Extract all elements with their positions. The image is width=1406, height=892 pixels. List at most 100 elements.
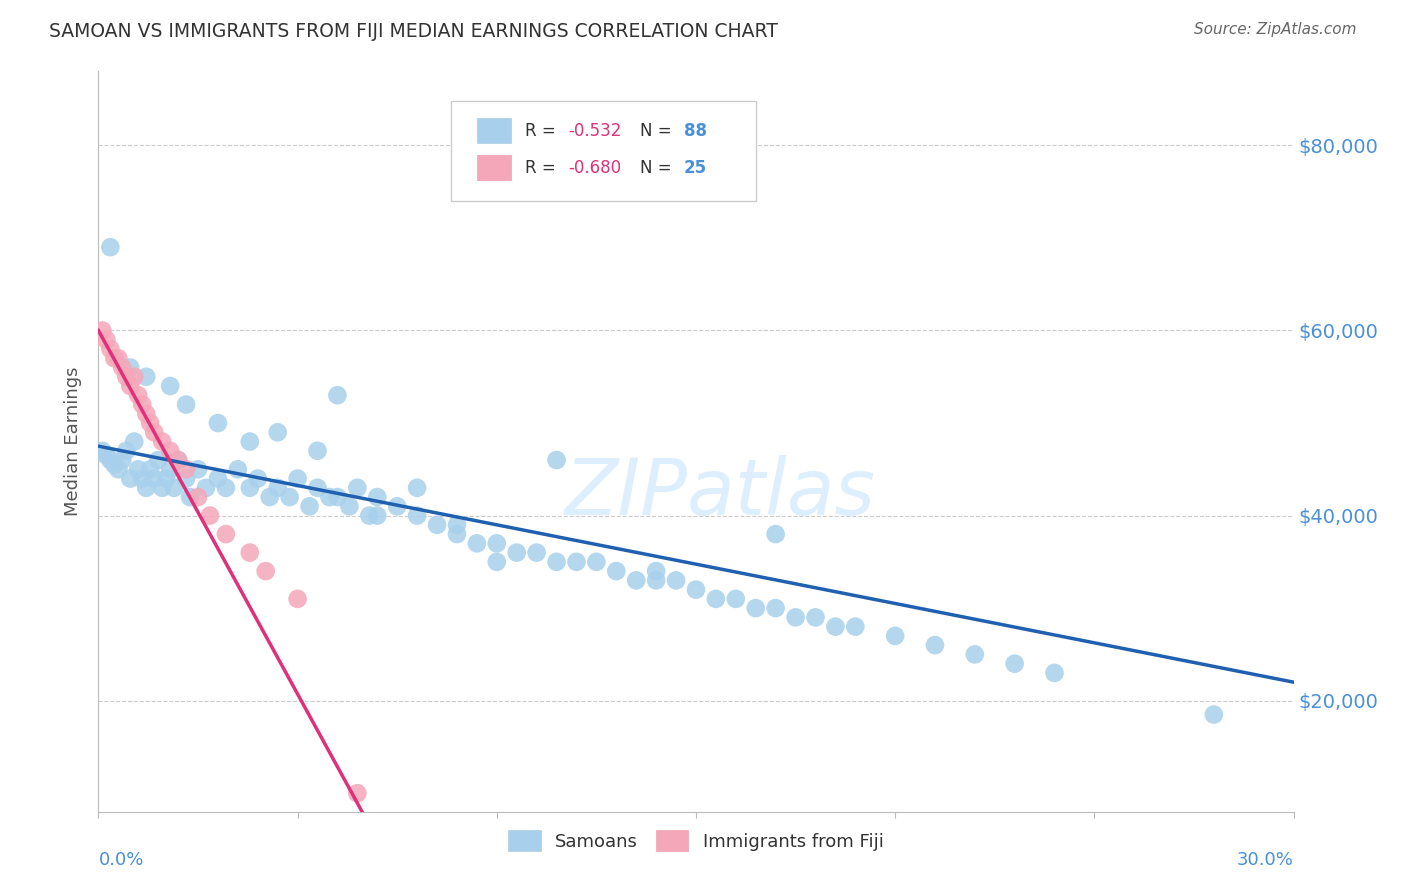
Point (148, 453, 170, 467)
Point (174, 462, 197, 476)
Point (111, 453, 134, 467)
Text: 30.0%: 30.0% (1237, 851, 1294, 869)
Point (107, 462, 129, 476)
Point (139, 462, 162, 476)
Text: N =: N = (640, 159, 676, 177)
Point (585, 555, 607, 569)
Point (143, 425, 166, 440)
Point (298, 500, 321, 514)
Point (485, 536, 508, 550)
Point (174, 471, 197, 485)
FancyBboxPatch shape (477, 118, 510, 144)
Point (924, 638, 946, 652)
Point (187, 462, 209, 476)
Point (115, 443, 138, 458)
Text: -0.680: -0.680 (568, 159, 621, 177)
Point (159, 443, 181, 458)
Point (485, 555, 508, 569)
Point (131, 471, 153, 485)
Point (804, 610, 827, 624)
Point (259, 490, 281, 504)
Point (765, 527, 787, 541)
Point (359, 508, 381, 523)
Point (844, 619, 866, 633)
Point (565, 555, 588, 569)
Y-axis label: Median Earnings: Median Earnings (65, 367, 83, 516)
Point (665, 574, 688, 588)
Point (685, 582, 707, 597)
Text: 25: 25 (685, 159, 707, 177)
Point (366, 508, 388, 523)
Point (163, 481, 186, 495)
Point (287, 591, 309, 606)
Text: 0.0%: 0.0% (98, 851, 143, 869)
Point (195, 481, 218, 495)
Point (215, 481, 238, 495)
Point (645, 574, 668, 588)
Point (745, 601, 768, 615)
Text: ZIPatlas: ZIPatlas (564, 455, 876, 532)
Point (120, 471, 142, 485)
Text: R =: R = (524, 121, 561, 139)
Point (167, 453, 190, 467)
Point (465, 536, 488, 550)
Point (127, 388, 149, 402)
Point (135, 407, 157, 421)
Point (98, 342, 122, 356)
Point (131, 398, 153, 412)
Point (446, 517, 468, 532)
Point (215, 527, 238, 541)
Point (135, 369, 157, 384)
Point (111, 360, 134, 375)
Point (426, 517, 449, 532)
Point (1004, 657, 1026, 671)
Point (963, 648, 986, 662)
Point (98, 240, 122, 254)
Point (884, 629, 907, 643)
Point (103, 458, 125, 472)
Point (824, 619, 846, 633)
Point (96, 333, 118, 347)
Point (1043, 665, 1066, 680)
Point (526, 545, 548, 560)
Legend: Samoans, Immigrants from Fiji: Samoans, Immigrants from Fiji (501, 823, 891, 858)
FancyBboxPatch shape (451, 101, 756, 201)
Point (346, 786, 368, 800)
Point (174, 398, 197, 412)
Point (267, 425, 290, 440)
Point (226, 462, 249, 476)
Point (103, 351, 125, 366)
Point (98, 453, 122, 467)
Point (159, 379, 181, 393)
Point (546, 453, 568, 467)
Point (765, 601, 787, 615)
Point (724, 591, 747, 606)
Point (124, 369, 146, 384)
Point (91, 443, 114, 458)
Point (239, 545, 262, 560)
Point (366, 490, 388, 504)
Point (546, 555, 568, 569)
Point (1202, 707, 1225, 722)
Point (346, 481, 368, 495)
Point (187, 490, 209, 504)
Point (645, 564, 668, 578)
Point (307, 481, 329, 495)
Point (267, 481, 290, 495)
Point (406, 508, 429, 523)
Point (139, 416, 162, 430)
Text: 88: 88 (685, 121, 707, 139)
Point (704, 591, 727, 606)
Point (239, 434, 262, 449)
Point (115, 369, 138, 384)
Text: Source: ZipAtlas.com: Source: ZipAtlas.com (1194, 22, 1357, 37)
Point (605, 564, 627, 578)
Point (96, 449, 118, 463)
Text: R =: R = (524, 159, 561, 177)
FancyBboxPatch shape (477, 155, 510, 180)
Point (124, 434, 146, 449)
Point (120, 379, 142, 393)
Point (198, 508, 221, 523)
Point (278, 490, 301, 504)
Text: -0.532: -0.532 (568, 121, 621, 139)
